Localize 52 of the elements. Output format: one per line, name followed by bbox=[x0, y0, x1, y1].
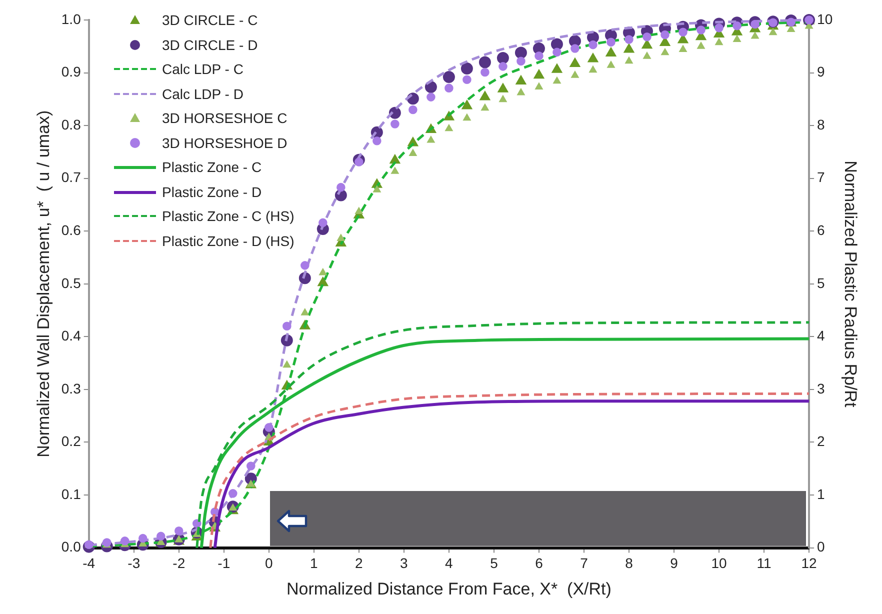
y2-tick-label: 2 bbox=[817, 433, 826, 450]
y2-tick-label: 5 bbox=[817, 274, 826, 291]
legend-label: Plastic Zone - D (HS) bbox=[162, 232, 294, 249]
legend-label: Plastic Zone - D bbox=[162, 184, 262, 200]
x-tick-label: 9 bbox=[670, 555, 678, 572]
x-tick-label: 3 bbox=[400, 555, 408, 572]
y-tick-label: 1.0 bbox=[61, 10, 82, 27]
legend-label: Plastic Zone - C bbox=[162, 159, 262, 176]
x-tick-label: -2 bbox=[172, 555, 186, 572]
legend-label: Calc LDP - C bbox=[162, 61, 244, 78]
x-tick-label: 6 bbox=[535, 555, 544, 572]
x-tick-label: -3 bbox=[128, 555, 140, 572]
x-tick-label: 0 bbox=[265, 555, 274, 572]
y2-tick-label: 0 bbox=[817, 538, 826, 555]
x-tick-label: 8 bbox=[625, 555, 634, 572]
x-tick-label: 1 bbox=[310, 555, 318, 572]
x-tick-label: 4 bbox=[445, 555, 454, 572]
y-tick-label: 0.5 bbox=[61, 274, 82, 291]
y-tick-label: 0.8 bbox=[61, 116, 82, 132]
y2-tick-label: 4 bbox=[817, 328, 826, 344]
y-tick-label: 0.9 bbox=[61, 64, 82, 80]
legend-label: Calc LDP - D bbox=[162, 86, 244, 102]
y-tick-label: 0.0 bbox=[61, 538, 82, 555]
legend-label: 3D HORSESHOE D bbox=[162, 134, 288, 151]
y-tick-label: 0.1 bbox=[61, 486, 82, 502]
x-tick-label: 12 bbox=[801, 555, 818, 572]
y2-tick-label: 6 bbox=[817, 222, 826, 238]
x-tick-label: -4 bbox=[82, 555, 96, 572]
y2-axis-title: Normalized Plastic Radius Rp/Rt bbox=[841, 160, 860, 408]
legend-label: 3D CIRCLE - C bbox=[162, 12, 258, 28]
y2-tick-label: 10 bbox=[817, 10, 833, 27]
y2-tick-label: 3 bbox=[817, 380, 826, 396]
x-axis-title: Normalized Distance From Face, X* (X/Rt) bbox=[286, 579, 612, 598]
y-axis-title: Normalized Wall Displacement, u* ( u / umax) bbox=[34, 110, 53, 458]
y2-tick-label: 1 bbox=[817, 486, 826, 502]
y-tick-label: 0.2 bbox=[61, 433, 82, 450]
x-tick-label: 2 bbox=[355, 555, 364, 572]
x-tick-label: -1 bbox=[218, 555, 230, 572]
legend-label: 3D HORSESHOE C bbox=[162, 110, 288, 126]
y-tick-label: 0.3 bbox=[61, 380, 82, 396]
y-tick-label: 0.7 bbox=[61, 169, 82, 186]
x-tick-label: 11 bbox=[756, 555, 772, 572]
x-tick-label: 5 bbox=[490, 555, 498, 572]
legend-label: Plastic Zone - C (HS) bbox=[162, 208, 294, 224]
y-tick-label: 0.6 bbox=[61, 222, 82, 238]
y2-tick-label: 9 bbox=[817, 64, 826, 80]
x-tick-label: 10 bbox=[711, 555, 728, 572]
x-tick-label: 7 bbox=[580, 555, 588, 572]
y2-tick-label: 7 bbox=[817, 169, 826, 186]
y2-tick-label: 8 bbox=[817, 116, 826, 132]
y-tick-label: 0.4 bbox=[61, 328, 82, 344]
legend-label: 3D CIRCLE - D bbox=[162, 36, 258, 53]
